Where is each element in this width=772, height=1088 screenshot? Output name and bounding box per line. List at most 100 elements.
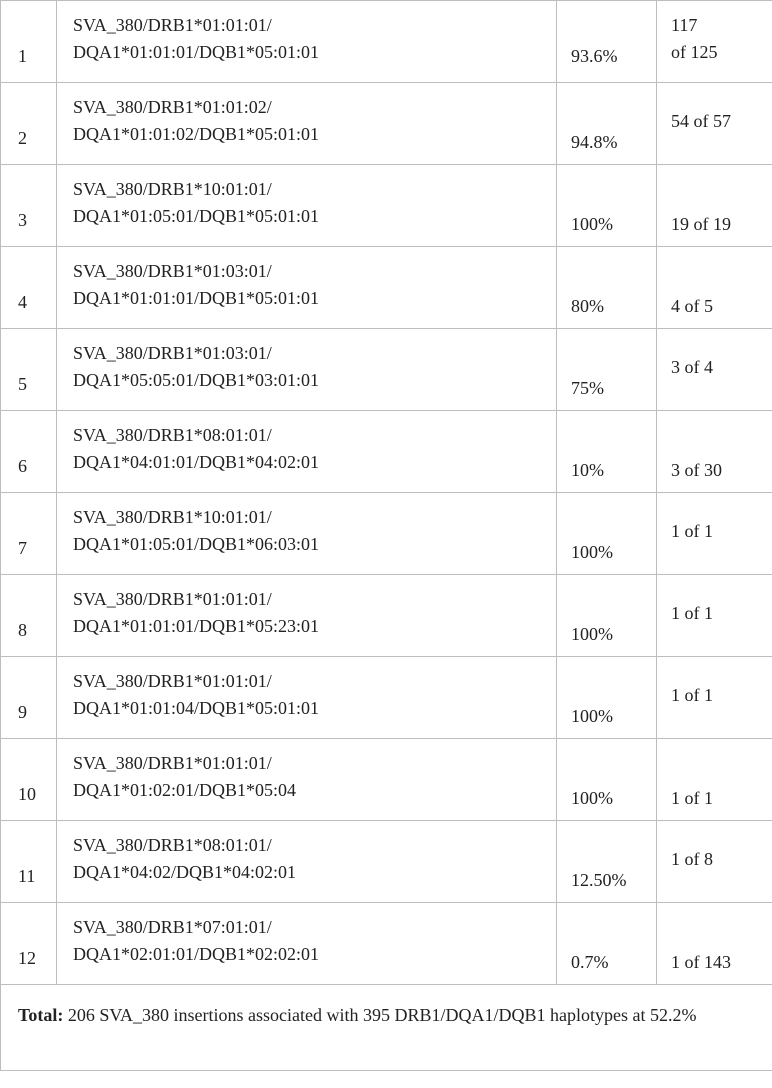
haplotype-cell: SVA_380/DRB1*01:01:01/DQA1*01:01:04/DQB1… [56,656,557,739]
haplotype-cell: SVA_380/DRB1*01:03:01/DQA1*01:01:01/DQB1… [56,246,557,329]
row-number-cell: 3 [0,164,57,247]
haplotype-line-1: SVA_380/DRB1*01:01:01/ [73,589,272,609]
percent-value: 75% [571,378,604,398]
haplotype-cell: SVA_380/DRB1*10:01:01/DQA1*01:05:01/DQB1… [56,492,557,575]
haplotype-cell: SVA_380/DRB1*10:01:01/DQA1*01:05:01/DQB1… [56,164,557,247]
count-cell: 19 of 19 [656,164,772,247]
haplotype-line-1: SVA_380/DRB1*01:01:01/ [73,15,272,35]
percent-value: 10% [571,460,604,480]
total-text: 206 SVA_380 insertions associated with 3… [63,1005,697,1025]
percent-value: 93.6% [571,46,618,66]
haplotype-line-2: DQA1*01:05:01/DQB1*06:03:01 [73,534,320,554]
haplotype-line-1: SVA_380/DRB1*01:03:01/ [73,261,272,281]
haplotype-line-1: SVA_380/DRB1*01:01:01/ [73,671,272,691]
percent-cell: 100% [556,492,657,575]
total-row: Total: 206 SVA_380 insertions associated… [0,984,772,1071]
row-number: 6 [18,456,27,476]
row-number-cell: 10 [0,738,57,821]
haplotype-line-2: DQA1*01:01:01/DQB1*05:01:01 [73,42,320,62]
count-value: 4 of 5 [671,296,713,316]
count-value: 1 of 8 [671,849,713,869]
count-value: 1 of 1 [671,521,713,541]
table-row: 11 SVA_380/DRB1*08:01:01/DQA1*04:02/DQB1… [0,820,772,903]
percent-cell: 12.50% [556,820,657,903]
row-number-cell: 1 [0,0,57,83]
row-number-cell: 2 [0,82,57,165]
row-number: 8 [18,620,27,640]
table-row: 8 SVA_380/DRB1*01:01:01/DQA1*01:01:01/DQ… [0,574,772,657]
haplotype-line-1: SVA_380/DRB1*08:01:01/ [73,835,272,855]
percent-value: 12.50% [571,870,627,890]
count-cell: 1 of 1 [656,492,772,575]
count-cell: 117 of 125 [656,0,772,83]
percent-cell: 100% [556,164,657,247]
table-row: 12 SVA_380/DRB1*07:01:01/DQA1*02:01:01/D… [0,902,772,985]
row-number: 3 [18,210,27,230]
row-number: 4 [18,292,27,312]
haplotype-line-1: SVA_380/DRB1*01:03:01/ [73,343,272,363]
haplotype-cell: SVA_380/DRB1*01:01:02/DQA1*01:01:02/DQB1… [56,82,557,165]
count-value: 3 of 30 [671,460,722,480]
table-row: 2 SVA_380/DRB1*01:01:02/DQA1*01:01:02/DQ… [0,82,772,165]
haplotype-line-2: DQA1*01:05:01/DQB1*05:01:01 [73,206,320,226]
haplotype-cell: SVA_380/DRB1*08:01:01/DQA1*04:01:01/DQB1… [56,410,557,493]
row-number: 7 [18,538,27,558]
table-row: 3 SVA_380/DRB1*10:01:01/DQA1*01:05:01/DQ… [0,164,772,247]
haplotype-line-2: DQA1*04:02/DQB1*04:02:01 [73,862,297,882]
count-cell: 1 of 1 [656,656,772,739]
row-number: 5 [18,374,27,394]
row-number-cell: 5 [0,328,57,411]
table-row: 10 SVA_380/DRB1*01:01:01/DQA1*01:02:01/D… [0,738,772,821]
total-cell: Total: 206 SVA_380 insertions associated… [0,984,772,1071]
row-number: 2 [18,128,27,148]
count-cell: 4 of 5 [656,246,772,329]
haplotype-line-1: SVA_380/DRB1*01:01:02/ [73,97,272,117]
haplotype-line-2: DQA1*01:01:04/DQB1*05:01:01 [73,698,320,718]
haplotype-line-1: SVA_380/DRB1*07:01:01/ [73,917,272,937]
haplotype-line-1: SVA_380/DRB1*01:01:01/ [73,753,272,773]
haplotype-line-1: SVA_380/DRB1*10:01:01/ [73,507,272,527]
percent-cell: 100% [556,738,657,821]
count-value: 1 of 1 [671,603,713,623]
count-cell: 3 of 4 [656,328,772,411]
count-line-1: 117 [671,15,698,35]
percent-value: 0.7% [571,952,609,972]
percent-value: 94.8% [571,132,618,152]
count-value: 3 of 4 [671,357,713,377]
count-cell: 1 of 143 [656,902,772,985]
row-number: 10 [18,784,36,804]
row-number-cell: 7 [0,492,57,575]
row-number-cell: 4 [0,246,57,329]
haplotype-line-2: DQA1*01:02:01/DQB1*05:04 [73,780,297,800]
percent-cell: 100% [556,574,657,657]
row-number: 12 [18,948,36,968]
percent-value: 100% [571,788,613,808]
count-cell: 1 of 1 [656,738,772,821]
haplotype-line-1: SVA_380/DRB1*08:01:01/ [73,425,272,445]
table-row: 9 SVA_380/DRB1*01:01:01/DQA1*01:01:04/DQ… [0,656,772,739]
table-row: 5 SVA_380/DRB1*01:03:01/DQA1*05:05:01/DQ… [0,328,772,411]
count-value: 1 of 143 [671,952,731,972]
haplotype-cell: SVA_380/DRB1*08:01:01/DQA1*04:02/DQB1*04… [56,820,557,903]
percent-cell: 0.7% [556,902,657,985]
haplotype-line-2: DQA1*01:01:01/DQB1*05:23:01 [73,616,320,636]
row-number-cell: 6 [0,410,57,493]
haplotype-line-2: DQA1*04:01:01/DQB1*04:02:01 [73,452,320,472]
count-value: 54 of 57 [671,111,731,131]
table-row: 7 SVA_380/DRB1*10:01:01/DQA1*01:05:01/DQ… [0,492,772,575]
count-value: 1 of 1 [671,788,713,808]
percent-value: 100% [571,624,613,644]
total-label: Total: [18,1005,64,1025]
row-number: 11 [18,866,36,886]
table-row: 1 SVA_380/DRB1*01:01:01/DQA1*01:01:01/DQ… [0,0,772,83]
row-number: 1 [18,46,27,66]
percent-value: 100% [571,542,613,562]
count-cell: 1 of 8 [656,820,772,903]
percent-value: 80% [571,296,604,316]
row-number-cell: 9 [0,656,57,739]
percent-value: 100% [571,214,613,234]
row-number-cell: 12 [0,902,57,985]
haplotype-cell: SVA_380/DRB1*01:01:01/DQA1*01:01:01/DQB1… [56,0,557,83]
row-number-cell: 8 [0,574,57,657]
